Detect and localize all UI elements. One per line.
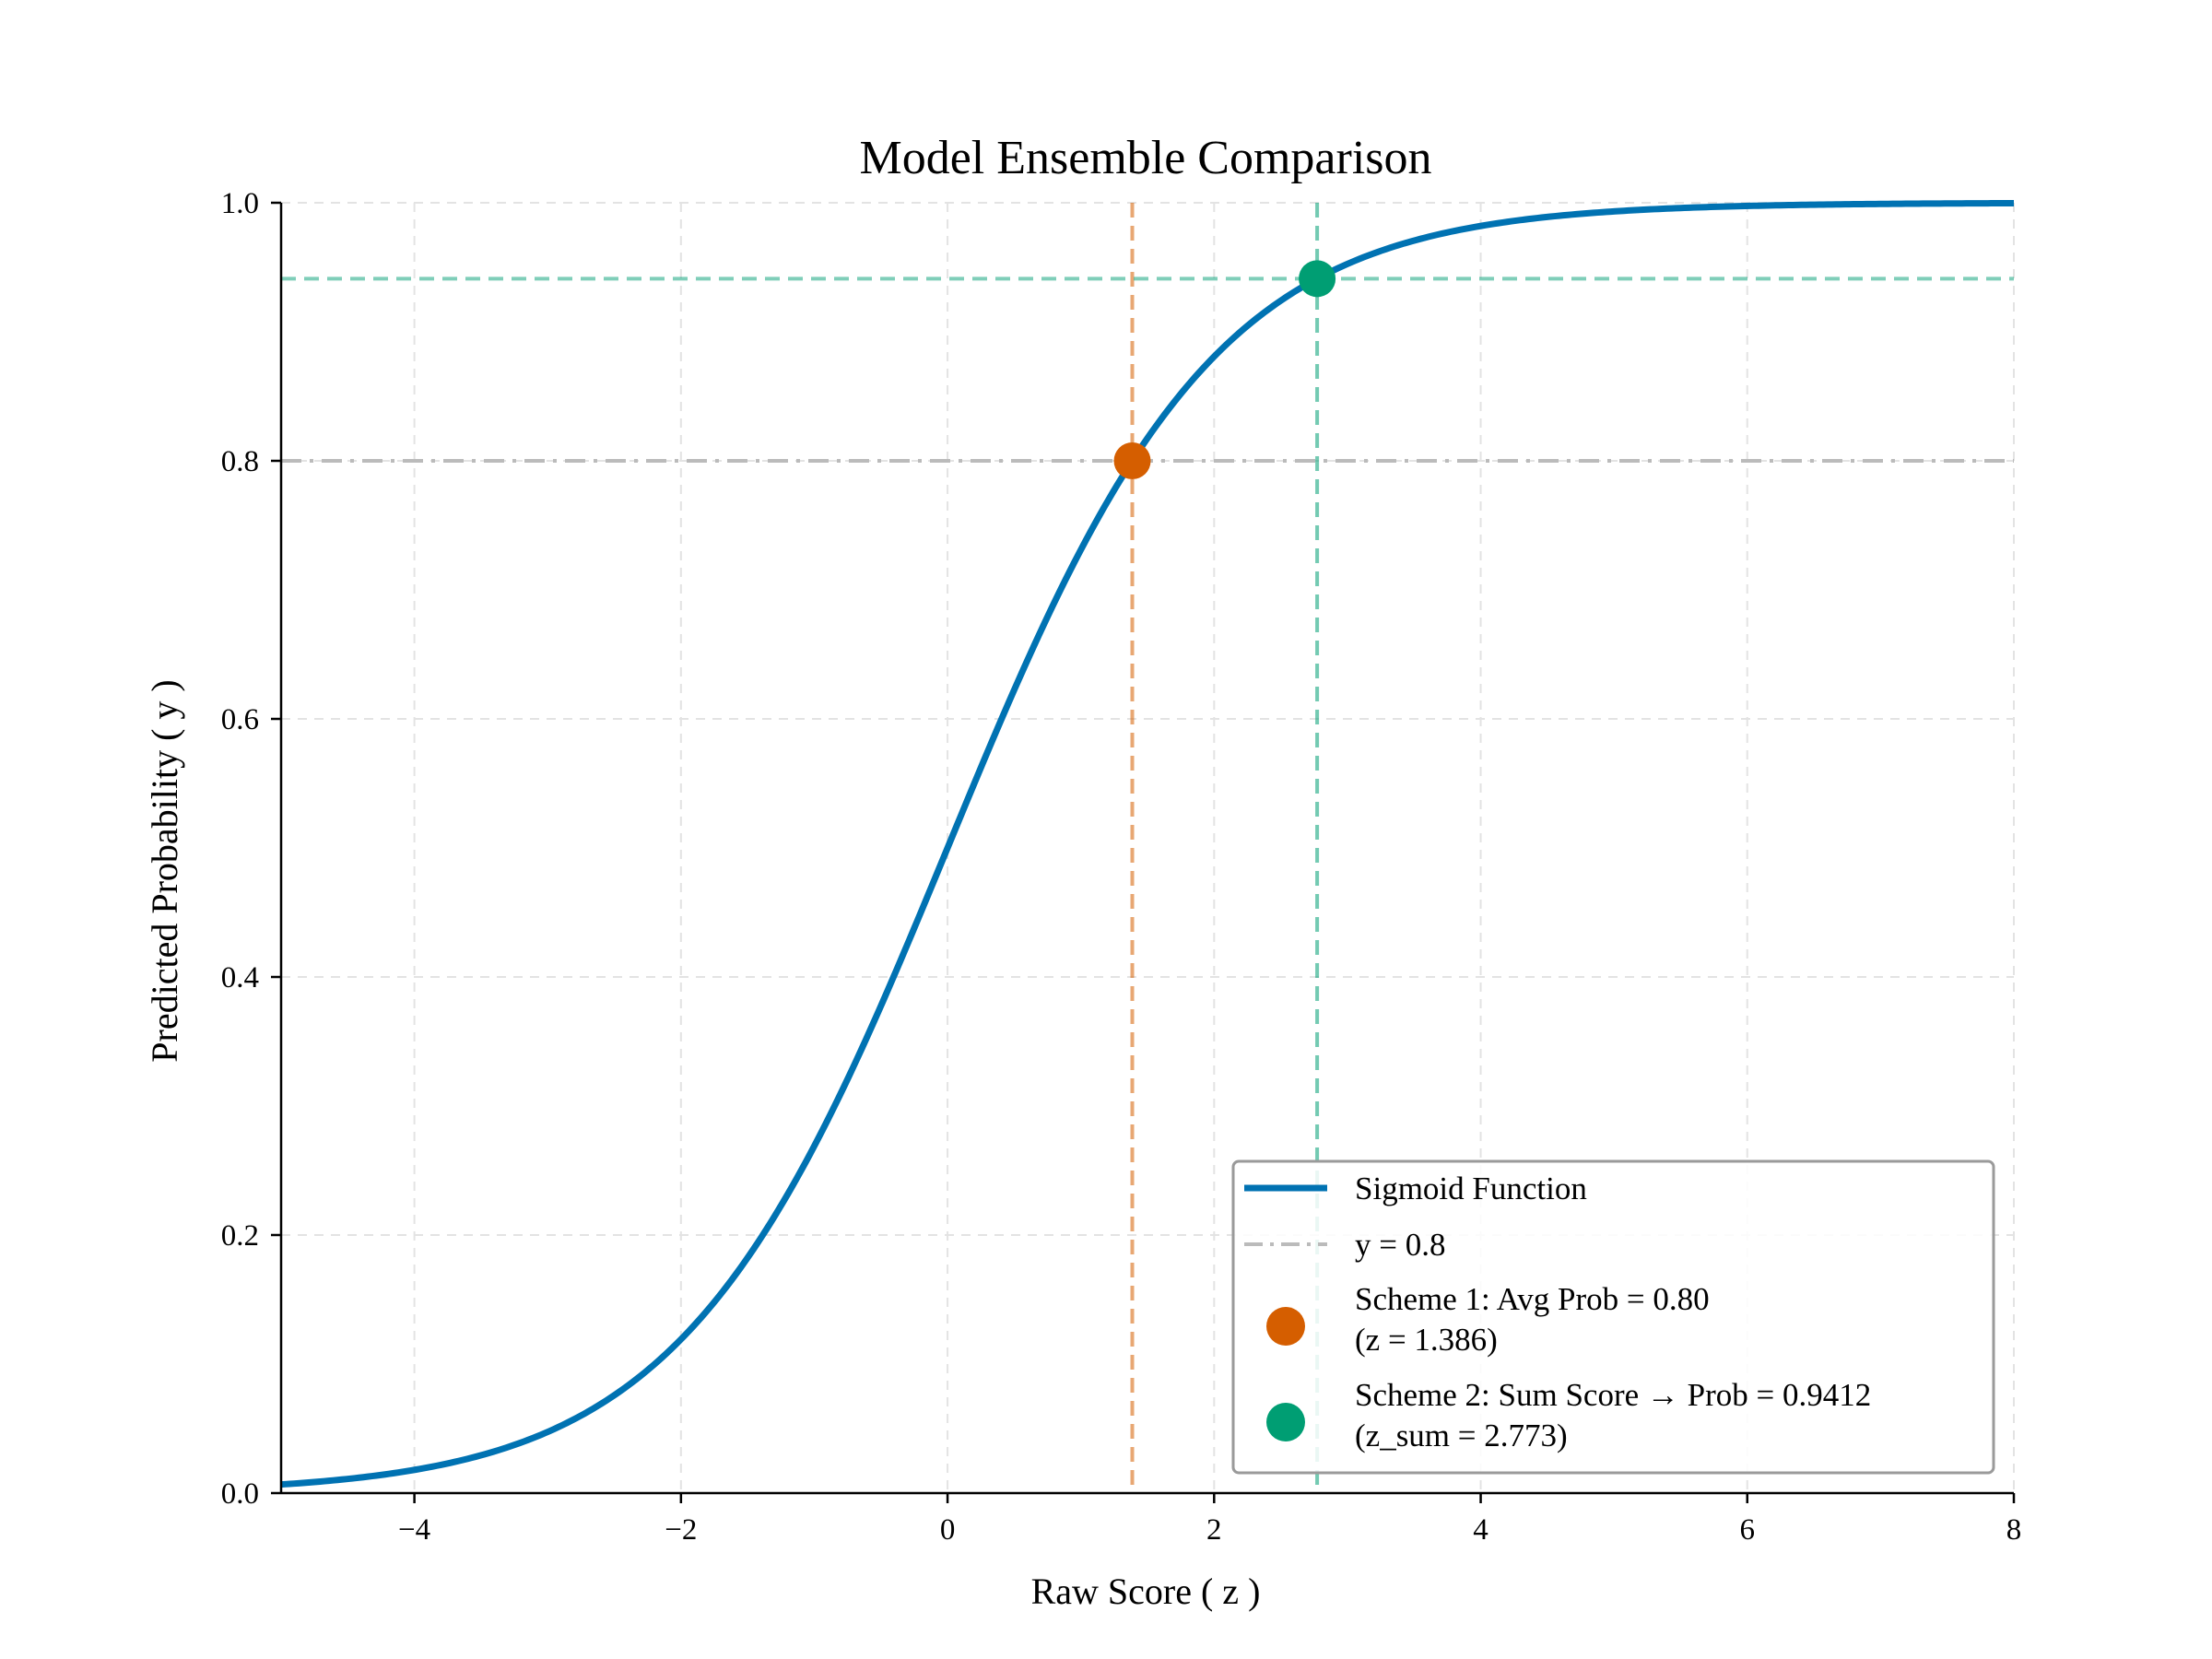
legend-threshold-label: y = 0.8 <box>1355 1227 1446 1263</box>
y-tick-label-0: 0.0 <box>221 1477 259 1511</box>
chart-title: Model Ensemble Comparison <box>859 132 1431 184</box>
x-tick-label-0: −4 <box>398 1513 430 1547</box>
scheme1-point <box>1113 442 1151 479</box>
legend-scheme1-marker <box>1266 1307 1305 1346</box>
legend: Sigmoid Function y = 0.8 Scheme 1: Avg P… <box>1231 1159 1995 1475</box>
scheme2-point <box>1299 260 1336 298</box>
y-tick-label-4: 0.8 <box>221 445 259 478</box>
x-tick-label-4: 4 <box>1473 1513 1488 1547</box>
legend-scheme2-marker <box>1266 1403 1305 1441</box>
legend-frame <box>1231 1159 1995 1475</box>
y-tick-label-5: 1.0 <box>221 187 259 220</box>
y-tick-label-3: 0.6 <box>221 703 259 736</box>
legend-scheme2-label-line1: Scheme 2: Sum Score → Prob = 0.9412 <box>1355 1377 1871 1413</box>
x-tick-label-2: 0 <box>940 1513 956 1547</box>
axes: −4 −2 0 2 4 6 8 0.0 0.2 0.4 0.6 0.8 1.0 <box>221 187 2022 1547</box>
sigmoid-curve <box>280 199 2015 1488</box>
y-axis-title: Predicted Probability ( y ) <box>144 679 185 1062</box>
x-tick-label-3: 2 <box>1206 1513 1222 1547</box>
legend-scheme1-label-line2: (z = 1.386) <box>1355 1322 1498 1358</box>
points-layer <box>1113 260 1336 479</box>
legend-scheme2-label-line2: (z_sum = 2.773) <box>1355 1418 1568 1453</box>
legend-scheme1-label-line1: Scheme 1: Avg Prob = 0.80 <box>1355 1281 1710 1317</box>
sigmoid-layer <box>280 199 2015 1488</box>
y-tick-label-2: 0.4 <box>221 961 259 994</box>
legend-sigmoid-label: Sigmoid Function <box>1355 1171 1587 1206</box>
x-tick-label-1: −2 <box>665 1513 697 1547</box>
x-tick-label-5: 6 <box>1740 1513 1756 1547</box>
x-tick-label-6: 8 <box>2006 1513 2022 1547</box>
x-axis-title: Raw Score ( z ) <box>1031 1571 1261 1612</box>
y-tick-label-1: 0.2 <box>221 1219 259 1253</box>
